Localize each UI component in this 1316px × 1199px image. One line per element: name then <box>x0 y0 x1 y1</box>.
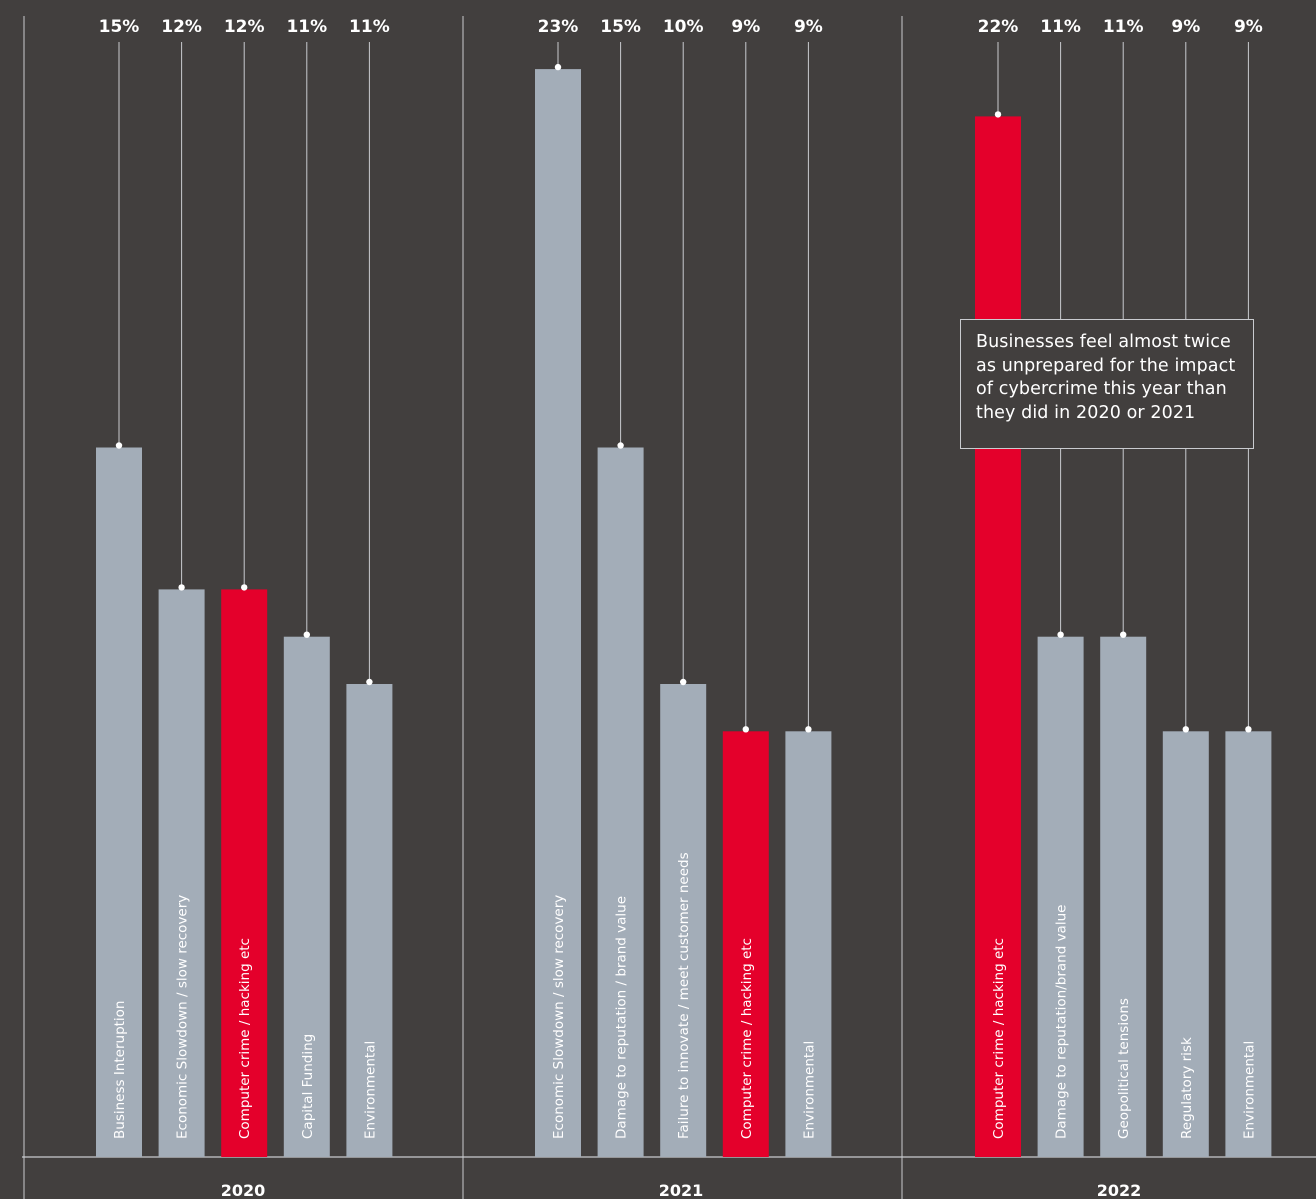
bar <box>221 589 268 1157</box>
category-label: Economic Slowdown / slow recovery <box>551 895 567 1139</box>
annotation-text: Businesses feel almost twice as unprepar… <box>976 332 1236 423</box>
year-label: 2022 <box>1097 1181 1142 1199</box>
bar <box>96 447 142 1157</box>
data-label: 12% <box>161 17 202 37</box>
bar <box>785 731 832 1157</box>
category-label: Damage to reputation/brand value <box>1054 905 1070 1139</box>
data-label: 12% <box>224 17 265 37</box>
data-label: 15% <box>600 17 641 37</box>
bar <box>660 684 707 1157</box>
group-2021: 23% Economic Slowdown / slow recovery 15% D… <box>535 17 832 1158</box>
bar-top-dot <box>742 726 749 733</box>
bar <box>158 589 205 1157</box>
bar <box>283 636 330 1157</box>
bar-top-dot <box>1057 631 1064 638</box>
data-label: 11% <box>349 17 390 37</box>
bar <box>535 69 581 1158</box>
bar <box>722 731 769 1157</box>
bar-top-dot <box>805 726 812 733</box>
data-label: 23% <box>538 17 579 37</box>
category-label: Economic Slowdown / slow recovery <box>175 895 191 1139</box>
category-label: Damage to reputation / brand value <box>614 896 630 1139</box>
category-label: Business Interuption <box>112 1001 128 1140</box>
bar-top-dot <box>617 442 624 449</box>
bar <box>1225 731 1272 1157</box>
category-label: Regulatory risk <box>1179 1037 1195 1139</box>
bar-top-dot <box>680 678 687 686</box>
data-label: 11% <box>1040 17 1081 37</box>
bar <box>975 116 1021 1157</box>
year-label: 2020 <box>221 1181 266 1199</box>
category-label: Environmental <box>362 1041 378 1139</box>
category-label: Geopolitical tensions <box>1116 998 1132 1139</box>
category-label: Computer crime / hacking etc <box>237 938 253 1139</box>
group-2020: 15% Business Interuption 12% Economic Slowd… <box>96 17 393 1157</box>
bar-top-dot <box>366 678 373 686</box>
bar-top-dot <box>241 584 248 591</box>
bar-top-dot <box>115 442 123 449</box>
bar-top-dot <box>1120 631 1127 638</box>
category-label: Environmental <box>801 1041 817 1139</box>
category-label: Environmental <box>1241 1041 1257 1139</box>
bar <box>1037 636 1084 1157</box>
group-2022: 22% Computer crime / hacking etc 11% Damage… <box>975 17 1272 1157</box>
bar-top-dot <box>554 63 562 71</box>
bar-top-dot <box>178 584 185 591</box>
data-label: 9% <box>1234 17 1263 37</box>
category-label: Capital Funding <box>300 1034 316 1139</box>
category-label: Computer crime / hacking etc <box>991 938 1007 1139</box>
data-label: 11% <box>1103 17 1144 37</box>
bar-top-dot <box>1182 726 1190 733</box>
bar <box>597 447 644 1157</box>
category-label: Computer crime / hacking etc <box>739 938 755 1139</box>
year-label: 2021 <box>659 1181 704 1199</box>
data-label: 10% <box>663 17 704 37</box>
bar <box>1162 731 1209 1157</box>
bar <box>1100 636 1147 1157</box>
category-label: Failure to innovate / meet customer need… <box>676 852 692 1139</box>
data-label: 9% <box>1171 17 1200 37</box>
bar <box>346 684 393 1157</box>
bar-top-dot <box>994 111 1002 118</box>
data-label: 22% <box>978 17 1019 37</box>
data-label: 11% <box>286 17 327 37</box>
data-label: 9% <box>731 17 760 37</box>
bar-top-dot <box>303 631 310 638</box>
data-label: 15% <box>99 17 140 37</box>
annotation-box: Businesses feel almost twice as unprepar… <box>960 319 1254 449</box>
data-label: 9% <box>794 17 823 37</box>
bar-top-dot <box>1245 726 1252 733</box>
